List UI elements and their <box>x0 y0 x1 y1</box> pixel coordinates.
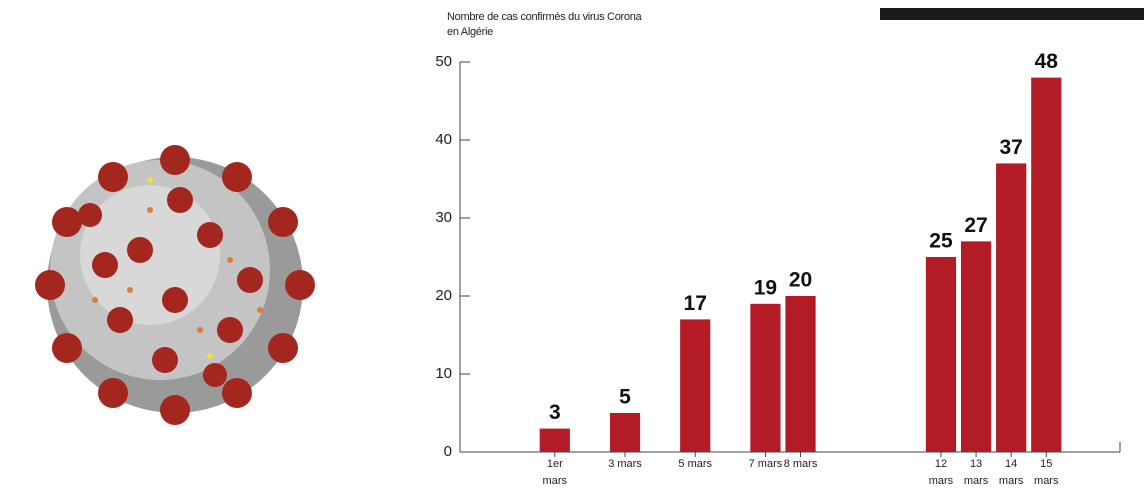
bar <box>609 413 641 452</box>
y-tick-label: 20 <box>435 287 452 304</box>
virus-illustration <box>35 145 315 425</box>
x-tick-label: 5 mars <box>678 458 713 470</box>
value-label: 19 <box>754 276 777 299</box>
bar <box>1031 77 1062 452</box>
bar <box>925 257 957 452</box>
bar <box>680 319 711 452</box>
x-tick-label: 13 mars <box>963 458 989 487</box>
y-tick-label: 10 <box>435 365 452 382</box>
value-label: 27 <box>964 214 987 237</box>
x-tick-label: 15 mars <box>1034 458 1059 487</box>
x-tick-label: 8 mars <box>783 458 818 470</box>
value-label: 5 <box>619 386 631 409</box>
value-label: 48 <box>1035 50 1059 73</box>
bar <box>539 428 570 452</box>
y-tick-label: 50 <box>435 53 452 70</box>
x-tick-label: 12 mars <box>928 458 954 487</box>
y-tick-label: 0 <box>444 443 452 460</box>
value-label: 20 <box>789 269 812 292</box>
value-label: 37 <box>999 136 1022 159</box>
bar <box>750 303 781 452</box>
value-label: 25 <box>929 230 953 253</box>
dark-banner <box>880 8 1144 20</box>
y-tick-label: 30 <box>435 209 452 226</box>
value-label: 17 <box>684 292 707 315</box>
x-tick-label: 3 mars <box>608 458 642 470</box>
bar <box>785 296 816 452</box>
x-tick-label: 14 mars <box>998 458 1024 487</box>
chart-title: Nombre de cas confirmés du virus Corona … <box>447 11 642 38</box>
x-tick-label: 7 mars <box>748 458 783 470</box>
bar <box>996 163 1027 452</box>
value-label: 3 <box>549 401 561 424</box>
x-tick-label: 1er mars <box>542 458 567 487</box>
y-tick-label: 40 <box>435 131 452 148</box>
bar <box>960 241 992 452</box>
